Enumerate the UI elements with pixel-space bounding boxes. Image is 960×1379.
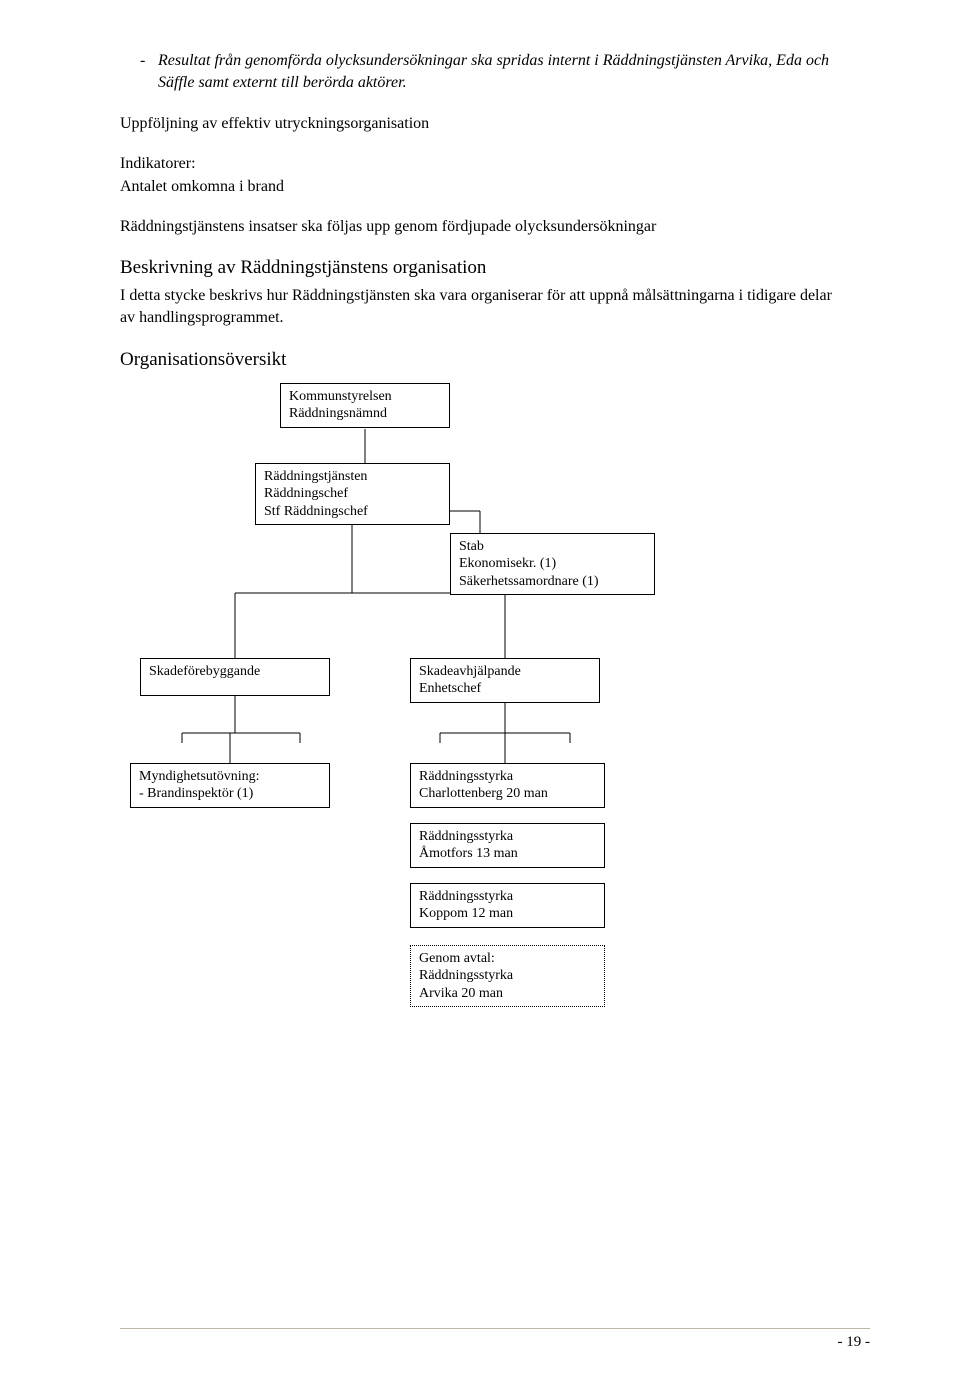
bullet-item: - Resultat från genomförda olycksundersö… — [140, 50, 840, 95]
paragraph-indicators: Indikatorer: Antalet omkomna i brand — [120, 153, 840, 198]
org-node-kommunstyrelsen: Kommunstyrelsen Räddningsnämnd — [280, 383, 450, 428]
org-node-line: Räddningsstyrka — [419, 889, 513, 904]
org-node-line: Säkerhetssamordnare (1) — [459, 574, 599, 589]
org-node-line: Åmotfors 13 man — [419, 846, 518, 861]
org-node-line: Skadeförebyggande — [149, 664, 260, 679]
org-node-line: Räddningsnämnd — [289, 406, 387, 421]
org-node-genom-avtal-arvika: Genom avtal: Räddningsstyrka Arvika 20 m… — [410, 945, 605, 1008]
org-node-line: Koppom 12 man — [419, 906, 513, 921]
footer-separator — [120, 1328, 870, 1329]
org-node-raddningsstyrka-koppom: Räddningsstyrka Koppom 12 man — [410, 883, 605, 928]
org-node-line: Räddningsstyrka — [419, 968, 513, 983]
org-node-line: Räddningsstyrka — [419, 769, 513, 784]
paragraph-followup: Uppföljning av effektiv utryckningsorgan… — [120, 113, 840, 135]
org-node-line: Räddningsstyrka — [419, 829, 513, 844]
org-node-line: Ekonomisekr. (1) — [459, 556, 556, 571]
org-node-line: Myndighetsutövning: — [139, 769, 260, 784]
org-node-raddningsstyrka-amotfors: Räddningsstyrka Åmotfors 13 man — [410, 823, 605, 868]
indicators-text: Antalet omkomna i brand — [120, 178, 284, 195]
org-node-line: Skadeavhjälpande — [419, 664, 521, 679]
org-node-line: Enhetschef — [419, 681, 481, 696]
org-node-raddningsstyrka-charlottenberg: Räddningsstyrka Charlottenberg 20 man — [410, 763, 605, 808]
org-node-line: Genom avtal: — [419, 951, 495, 966]
org-node-myndighetsutovning: Myndighetsutövning: - Brandinspektör (1) — [130, 763, 330, 808]
org-node-line: Stab — [459, 539, 484, 554]
org-node-skadeavhjalpande: Skadeavhjälpande Enhetschef — [410, 658, 600, 703]
org-node-line: Arvika 20 man — [419, 986, 503, 1001]
org-node-stab: Stab Ekonomisekr. (1) Säkerhetssamordnar… — [450, 533, 655, 596]
org-node-line: - Brandinspektör (1) — [139, 786, 253, 801]
paragraph-insatser: Räddningstjänstens insatser ska följas u… — [120, 216, 840, 238]
page-number: - 19 - — [838, 1334, 871, 1351]
org-node-line: Stf Räddningschef — [264, 504, 368, 519]
bullet-dash: - — [140, 50, 158, 95]
org-node-skadeforebyggande: Skadeförebyggande — [140, 658, 330, 696]
org-node-line: Kommunstyrelsen — [289, 389, 392, 404]
org-node-line: Räddningstjänsten — [264, 469, 367, 484]
bullet-text: Resultat från genomförda olycksundersökn… — [158, 50, 840, 95]
section-heading-org-desc-para: I detta stycke beskrivs hur Räddningstjä… — [120, 285, 840, 330]
indicators-label: Indikatorer: — [120, 155, 196, 172]
org-node-line: Räddningschef — [264, 486, 348, 501]
section-heading-org-desc: Beskrivning av Räddningstjänstens organi… — [120, 256, 840, 281]
org-chart: Kommunstyrelsen Räddningsnämnd Räddnings… — [120, 383, 840, 1103]
org-node-raddningstjansten: Räddningstjänsten Räddningschef Stf Rädd… — [255, 463, 450, 526]
section-heading-org-overview: Organisationsöversikt — [120, 348, 840, 373]
org-node-line: Charlottenberg 20 man — [419, 786, 548, 801]
